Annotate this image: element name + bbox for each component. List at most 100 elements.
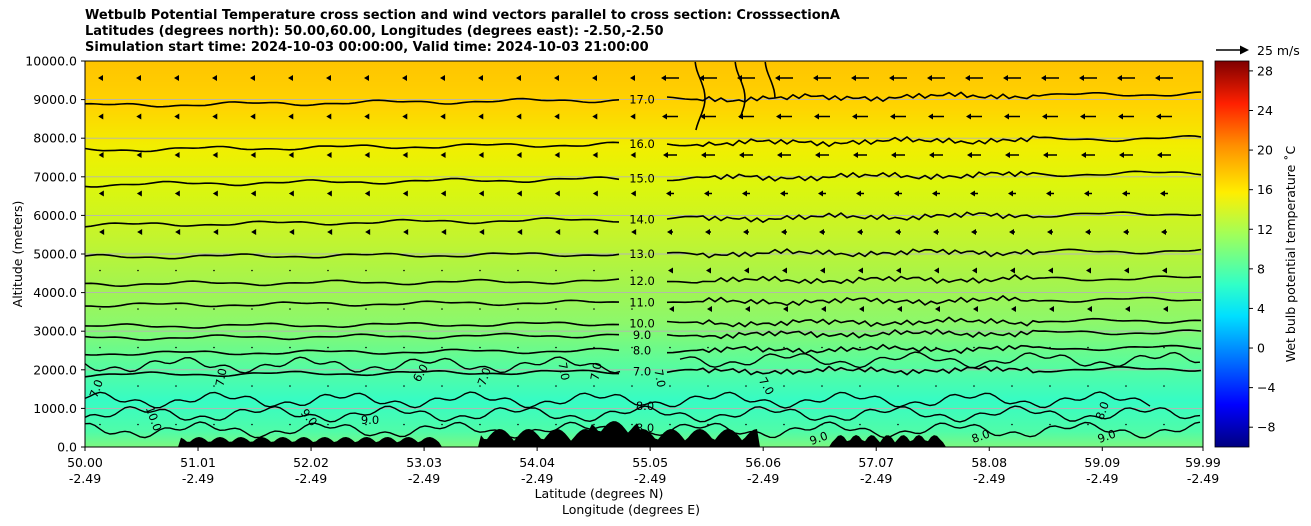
- colorbar-tick-label: 12: [1257, 222, 1273, 237]
- wind-vector: [897, 423, 899, 426]
- wind-vector: [631, 385, 633, 387]
- wind-vector-head: [1085, 229, 1090, 235]
- colorbar-tick-label: 4: [1257, 301, 1265, 316]
- wind-vector-head: [1080, 113, 1085, 120]
- wind-vector-head: [327, 229, 333, 235]
- wind-vector-head: [593, 229, 599, 235]
- wind-vector: [555, 385, 557, 387]
- x-tick-label-lat: 53.03: [406, 455, 442, 470]
- wind-vector-head: [554, 113, 560, 120]
- wind-vector: [897, 346, 899, 349]
- wind-vector: [935, 346, 937, 349]
- wind-vector-head: [777, 152, 782, 158]
- wind-vector: [365, 269, 367, 272]
- wind-vector-head: [212, 75, 217, 81]
- contour-label: 7.0: [588, 361, 605, 381]
- wind-vector-head: [821, 306, 826, 312]
- wind-vector: [1087, 423, 1089, 426]
- wind-vector: [251, 385, 253, 387]
- wind-vector-head: [897, 306, 902, 312]
- wind-vector-head: [289, 229, 295, 235]
- contour-line: [679, 351, 1201, 369]
- x-tick-label-lat: 59.99: [1185, 455, 1221, 470]
- wind-vector: [821, 423, 823, 426]
- wind-vector-head: [1084, 190, 1089, 197]
- contour-line: [84, 274, 1202, 288]
- x-tick-label-lat: 55.05: [632, 455, 668, 470]
- y-tick-label: 1000.0: [33, 401, 77, 416]
- wind-vector-head: [136, 190, 142, 197]
- wind-vector: [251, 269, 253, 272]
- x-tick-label-lon: -2.49: [634, 471, 666, 486]
- wind-vector-head: [1041, 75, 1046, 81]
- wind-vector: [745, 346, 747, 349]
- wind-vector-head: [630, 190, 636, 197]
- wind-vector-head: [212, 113, 218, 120]
- x-tick-label-lon: -2.49: [860, 471, 892, 486]
- wind-vector: [175, 308, 177, 310]
- wind-vector-head: [776, 113, 781, 120]
- wind-vector-head: [1043, 152, 1048, 158]
- wind-vector-head: [402, 113, 408, 120]
- wind-vector-head: [928, 113, 933, 120]
- y-tick-label: 10000.0: [25, 54, 77, 69]
- wind-vector: [441, 308, 443, 310]
- wind-vector-head: [478, 113, 484, 120]
- y-tick-label: 6000.0: [33, 208, 77, 223]
- wind-vector: [213, 346, 215, 349]
- x-tick-label-lat: 54.04: [519, 455, 555, 470]
- wind-vector-head: [98, 152, 104, 158]
- wind-vector: [365, 308, 367, 310]
- contour-lines: [84, 61, 1202, 439]
- wind-vector: [555, 269, 557, 272]
- wind-vector-head: [934, 267, 939, 274]
- wind-vector-head: [894, 190, 899, 197]
- wind-vector: [137, 308, 139, 310]
- wind-vector-head: [592, 113, 598, 120]
- wind-vector: [745, 423, 747, 426]
- wind-vector-head: [935, 306, 940, 312]
- wind-vector-head: [517, 229, 523, 235]
- y-tick-label: 7000.0: [33, 169, 77, 184]
- wind-vector-head: [775, 75, 780, 81]
- wind-vector-head: [705, 229, 710, 235]
- wind-vector-head: [174, 75, 179, 81]
- wind-vector-head: [1086, 267, 1091, 274]
- wind-vector-head: [1155, 75, 1160, 81]
- wind-vector-head: [364, 152, 370, 158]
- wind-vector-head: [592, 190, 598, 197]
- contour-label: 16.0: [629, 137, 655, 151]
- x-tick-label-lon: -2.49: [1086, 471, 1118, 486]
- wind-vector-head: [288, 113, 294, 120]
- colorbar-tick-label: 28: [1257, 63, 1273, 78]
- wind-vector-head: [1048, 267, 1053, 274]
- wind-vector-head: [402, 75, 407, 81]
- wind-vector: [403, 269, 405, 272]
- wind-vector-head: [1122, 190, 1127, 197]
- wind-vector: [251, 308, 253, 310]
- wind-vector: [1011, 385, 1013, 387]
- wind-vector: [859, 346, 861, 349]
- contour-line: [85, 294, 1202, 308]
- wind-vector: [403, 308, 405, 310]
- wind-vector: [593, 385, 595, 387]
- wind-vector-head: [1079, 75, 1084, 81]
- contour-line: [84, 328, 1202, 341]
- wind-vector-head: [326, 75, 331, 81]
- wind-vector: [403, 346, 405, 349]
- wind-vector: [593, 423, 595, 426]
- wind-vector-head: [288, 152, 294, 158]
- wind-vector-head: [1087, 306, 1092, 312]
- wind-vector-head: [782, 267, 787, 274]
- x-axis-label-2: Longitude (degrees E): [562, 502, 700, 517]
- wind-vector: [1049, 385, 1051, 387]
- wind-vector-head: [927, 75, 932, 81]
- wind-vector: [1163, 423, 1165, 426]
- wind-vector-head: [669, 306, 674, 312]
- wind-vector: [251, 423, 253, 426]
- wind-vector: [555, 346, 557, 349]
- wind-vector-head: [516, 190, 522, 197]
- contour-line: [84, 405, 1201, 423]
- wind-vector: [137, 385, 139, 387]
- wind-vector: [821, 346, 823, 349]
